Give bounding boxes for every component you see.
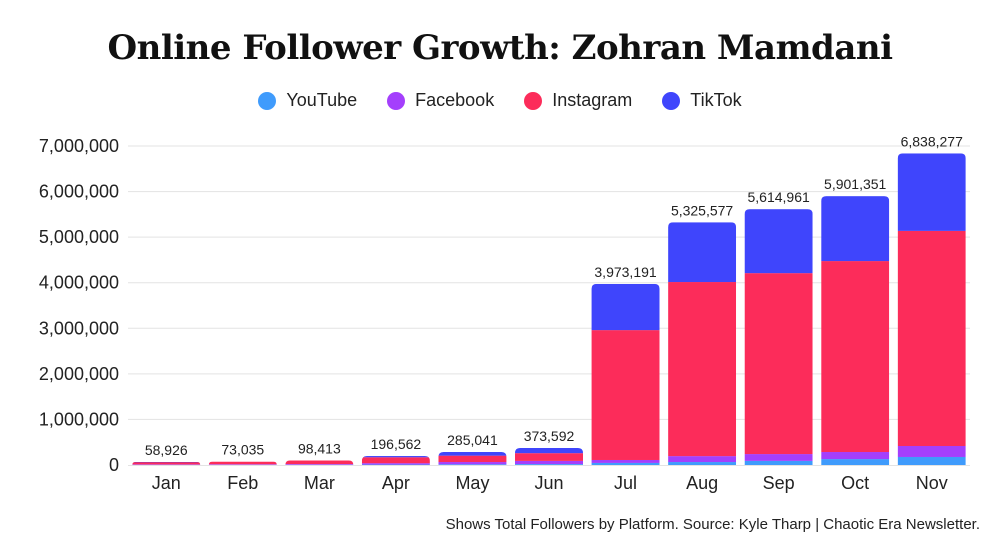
bar-segment-tiktok [591,283,660,331]
x-tick-label: May [455,473,489,493]
data-label-total: 58,926 [145,442,188,458]
data-label-total: 5,614,961 [747,189,809,205]
x-tick-label: Mar [304,473,335,493]
legend-swatch-youtube [258,91,277,110]
x-tick-label: Jan [152,473,181,493]
bar-segment-instagram [821,261,890,453]
y-tick-label: 7,000,000 [39,136,119,156]
x-tick-label: Sep [763,473,795,493]
y-tick-label: 5,000,000 [39,227,119,247]
y-tick-label: 6,000,000 [39,182,119,202]
data-label-total: 5,901,351 [824,176,886,192]
bar-segment-tiktok [897,153,966,231]
bar-segment-facebook [361,463,430,465]
bar-segment-instagram [668,282,737,457]
x-tick-label: Jul [614,473,637,493]
legend-item-instagram: Instagram [524,90,632,111]
legend-label: Instagram [552,90,633,110]
x-tick-label: Apr [382,473,410,493]
bar-stack-aug [668,222,737,465]
data-label-total: 98,413 [298,441,341,457]
bar-segment-facebook [591,459,660,463]
x-tick-label: Feb [227,473,258,493]
legend-swatch-tiktok [662,91,681,110]
bar-stack-apr [361,456,430,465]
bar-stack-jun [515,447,583,465]
y-tick-label: 3,000,000 [39,318,119,338]
bar-segment-facebook [208,464,277,465]
chart-title: Online Follower Growth: Zohran Mamdani [107,28,893,68]
x-tick-label: Aug [686,473,718,493]
bar-stack-may [438,452,507,465]
bar-segment-instagram [515,453,583,461]
bar-stack-mar [285,460,354,465]
bar-segment-youtube [438,464,507,465]
bar-segment-tiktok [744,209,813,274]
legend-label: TikTok [690,90,742,110]
bar-segment-instagram [361,457,430,464]
bar-segment-facebook [744,454,813,461]
bar-segment-instagram [591,330,660,460]
bar-segment-facebook [821,452,890,460]
bar-segment-instagram [208,461,277,465]
bar-stack-nov [897,153,966,465]
legend-swatch-instagram [524,91,543,110]
bar-segment-facebook [515,460,583,465]
y-tick-label: 4,000,000 [39,273,119,293]
bar-segment-youtube [821,459,890,465]
bar-segment-tiktok [515,447,583,454]
bar-segment-facebook [285,464,354,465]
bar-segment-tiktok [821,196,890,262]
bar-segment-instagram [132,462,201,465]
data-label-total: 5,325,577 [671,202,733,218]
bar-segment-tiktok [668,222,737,283]
bar-stack-jul [591,283,660,465]
y-tick-label: 2,000,000 [39,364,119,384]
bar-segment-tiktok [438,452,507,456]
bar-segment-instagram [438,455,507,463]
data-label-total: 3,973,191 [594,264,656,280]
bar-segment-facebook [897,445,966,457]
y-tick-label: 0 [109,455,119,475]
bar-segment-instagram [897,230,966,446]
x-tick-label: Nov [916,473,948,493]
data-label-total: 285,041 [447,432,498,448]
bar-stack-feb [208,461,277,465]
bar-segment-youtube [591,462,660,465]
bar-stack-sep [744,209,813,465]
bar-segment-facebook [668,456,737,463]
bar-segment-instagram [744,273,813,455]
bar-stack-jan [132,462,201,465]
legend-label: Facebook [415,90,495,110]
bar-segment-youtube [744,460,813,465]
legend-item-facebook: Facebook [387,90,494,111]
data-label-total: 373,592 [524,428,575,444]
y-tick-label: 1,000,000 [39,409,119,429]
bar-segment-instagram [285,460,354,465]
legend-label: YouTube [286,90,358,110]
x-tick-label: Jun [534,473,563,493]
legend-item-youtube: YouTube [258,90,357,111]
bar-segment-facebook [438,462,507,465]
data-label-total: 196,562 [371,436,422,452]
bar-segment-youtube [515,464,583,465]
bar-segment-youtube [897,456,966,465]
data-label-total: 73,035 [221,442,264,458]
x-tick-label: Oct [841,473,869,493]
bar-segment-tiktok [361,456,430,458]
legend: YouTube Facebook Instagram TikTok [0,90,1000,111]
data-label-total: 6,838,277 [901,133,963,149]
source-footer: Shows Total Followers by Platform. Sourc… [445,516,980,533]
bar-segment-youtube [668,462,737,465]
bar-stack-oct [821,196,890,465]
legend-swatch-facebook [387,91,406,110]
legend-item-tiktok: TikTok [662,90,742,111]
